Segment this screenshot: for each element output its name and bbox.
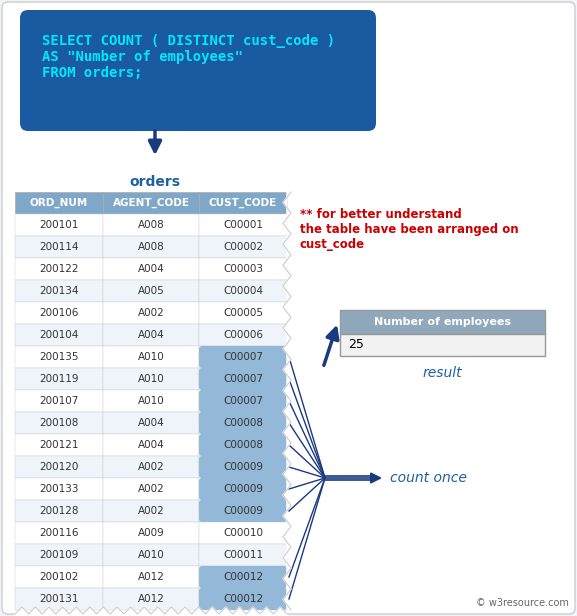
Text: AGENT_CODE: AGENT_CODE — [113, 198, 189, 208]
Text: C00006: C00006 — [223, 330, 263, 340]
Text: A004: A004 — [138, 330, 164, 340]
Text: CUST_CODE: CUST_CODE — [209, 198, 277, 208]
Bar — [15, 192, 103, 214]
Bar — [15, 324, 103, 346]
Bar — [15, 258, 103, 280]
Bar — [103, 544, 199, 566]
Bar — [15, 588, 103, 610]
Text: result: result — [423, 366, 462, 380]
Text: A010: A010 — [138, 550, 164, 560]
Bar — [199, 214, 287, 236]
Bar — [103, 192, 199, 214]
Bar — [199, 346, 287, 368]
Bar — [15, 346, 103, 368]
Bar — [199, 236, 287, 258]
Text: 200134: 200134 — [39, 286, 78, 296]
Bar — [199, 390, 287, 412]
FancyBboxPatch shape — [199, 346, 287, 368]
Bar — [199, 500, 287, 522]
Text: 200119: 200119 — [39, 374, 78, 384]
Bar — [199, 258, 287, 280]
Bar — [15, 456, 103, 478]
Bar — [103, 390, 199, 412]
Bar — [15, 280, 103, 302]
Polygon shape — [283, 192, 291, 610]
Text: C00009: C00009 — [223, 506, 263, 516]
Text: ORD_NUM: ORD_NUM — [30, 198, 88, 208]
Bar — [199, 588, 287, 610]
Text: C00007: C00007 — [223, 396, 263, 406]
Text: C00010: C00010 — [223, 528, 263, 538]
Bar — [103, 324, 199, 346]
Text: © w3resource.com: © w3resource.com — [476, 598, 569, 608]
FancyBboxPatch shape — [199, 412, 287, 434]
Bar — [103, 434, 199, 456]
Text: 200135: 200135 — [39, 352, 78, 362]
Text: SELECT COUNT ( DISTINCT cust_code )
AS "Number of employees"
FROM orders;: SELECT COUNT ( DISTINCT cust_code ) AS "… — [42, 34, 335, 81]
Text: 200101: 200101 — [39, 220, 78, 230]
Text: C00005: C00005 — [223, 308, 263, 318]
Bar — [15, 544, 103, 566]
Text: 200102: 200102 — [39, 572, 78, 582]
FancyBboxPatch shape — [199, 390, 287, 412]
Text: C00008: C00008 — [223, 418, 263, 428]
Text: 200108: 200108 — [39, 418, 78, 428]
Bar — [15, 236, 103, 258]
Text: C00007: C00007 — [223, 374, 263, 384]
Bar — [103, 522, 199, 544]
Text: A002: A002 — [138, 506, 164, 516]
FancyBboxPatch shape — [20, 10, 376, 131]
Text: C00004: C00004 — [223, 286, 263, 296]
Text: A010: A010 — [138, 374, 164, 384]
Bar — [199, 456, 287, 478]
Bar — [340, 310, 545, 334]
Text: 200122: 200122 — [39, 264, 78, 274]
Text: A010: A010 — [138, 352, 164, 362]
Text: 200120: 200120 — [39, 462, 78, 472]
Text: 200107: 200107 — [39, 396, 78, 406]
Text: 200114: 200114 — [39, 242, 78, 252]
FancyBboxPatch shape — [199, 434, 287, 456]
FancyBboxPatch shape — [199, 478, 287, 500]
Bar — [103, 302, 199, 324]
Text: C00001: C00001 — [223, 220, 263, 230]
Text: C00003: C00003 — [223, 264, 263, 274]
Bar — [103, 368, 199, 390]
Bar — [103, 456, 199, 478]
Bar — [199, 302, 287, 324]
FancyBboxPatch shape — [199, 588, 287, 610]
Bar — [103, 236, 199, 258]
Text: A008: A008 — [138, 242, 164, 252]
Bar — [199, 544, 287, 566]
Text: ** for better understand
the table have been arranged on
cust_code: ** for better understand the table have … — [300, 208, 519, 251]
Bar — [199, 324, 287, 346]
Bar — [103, 478, 199, 500]
Text: A012: A012 — [137, 572, 164, 582]
FancyBboxPatch shape — [199, 368, 287, 390]
FancyBboxPatch shape — [199, 456, 287, 478]
Text: count once: count once — [390, 471, 467, 485]
Text: A009: A009 — [138, 528, 164, 538]
Text: C00007: C00007 — [223, 352, 263, 362]
Text: A004: A004 — [138, 440, 164, 450]
Text: C00009: C00009 — [223, 462, 263, 472]
Text: 200121: 200121 — [39, 440, 78, 450]
Text: 200133: 200133 — [39, 484, 78, 494]
Bar — [199, 434, 287, 456]
Text: 200106: 200106 — [39, 308, 78, 318]
Bar — [103, 280, 199, 302]
Bar — [103, 214, 199, 236]
Text: A004: A004 — [138, 264, 164, 274]
Text: C00009: C00009 — [223, 484, 263, 494]
Text: A010: A010 — [138, 396, 164, 406]
Text: A008: A008 — [138, 220, 164, 230]
Bar — [103, 566, 199, 588]
Text: 200104: 200104 — [39, 330, 78, 340]
Text: C00011: C00011 — [223, 550, 263, 560]
Bar — [340, 334, 545, 356]
Text: C00012: C00012 — [223, 572, 263, 582]
Text: 25: 25 — [348, 339, 364, 352]
Bar — [103, 346, 199, 368]
Text: A002: A002 — [138, 308, 164, 318]
